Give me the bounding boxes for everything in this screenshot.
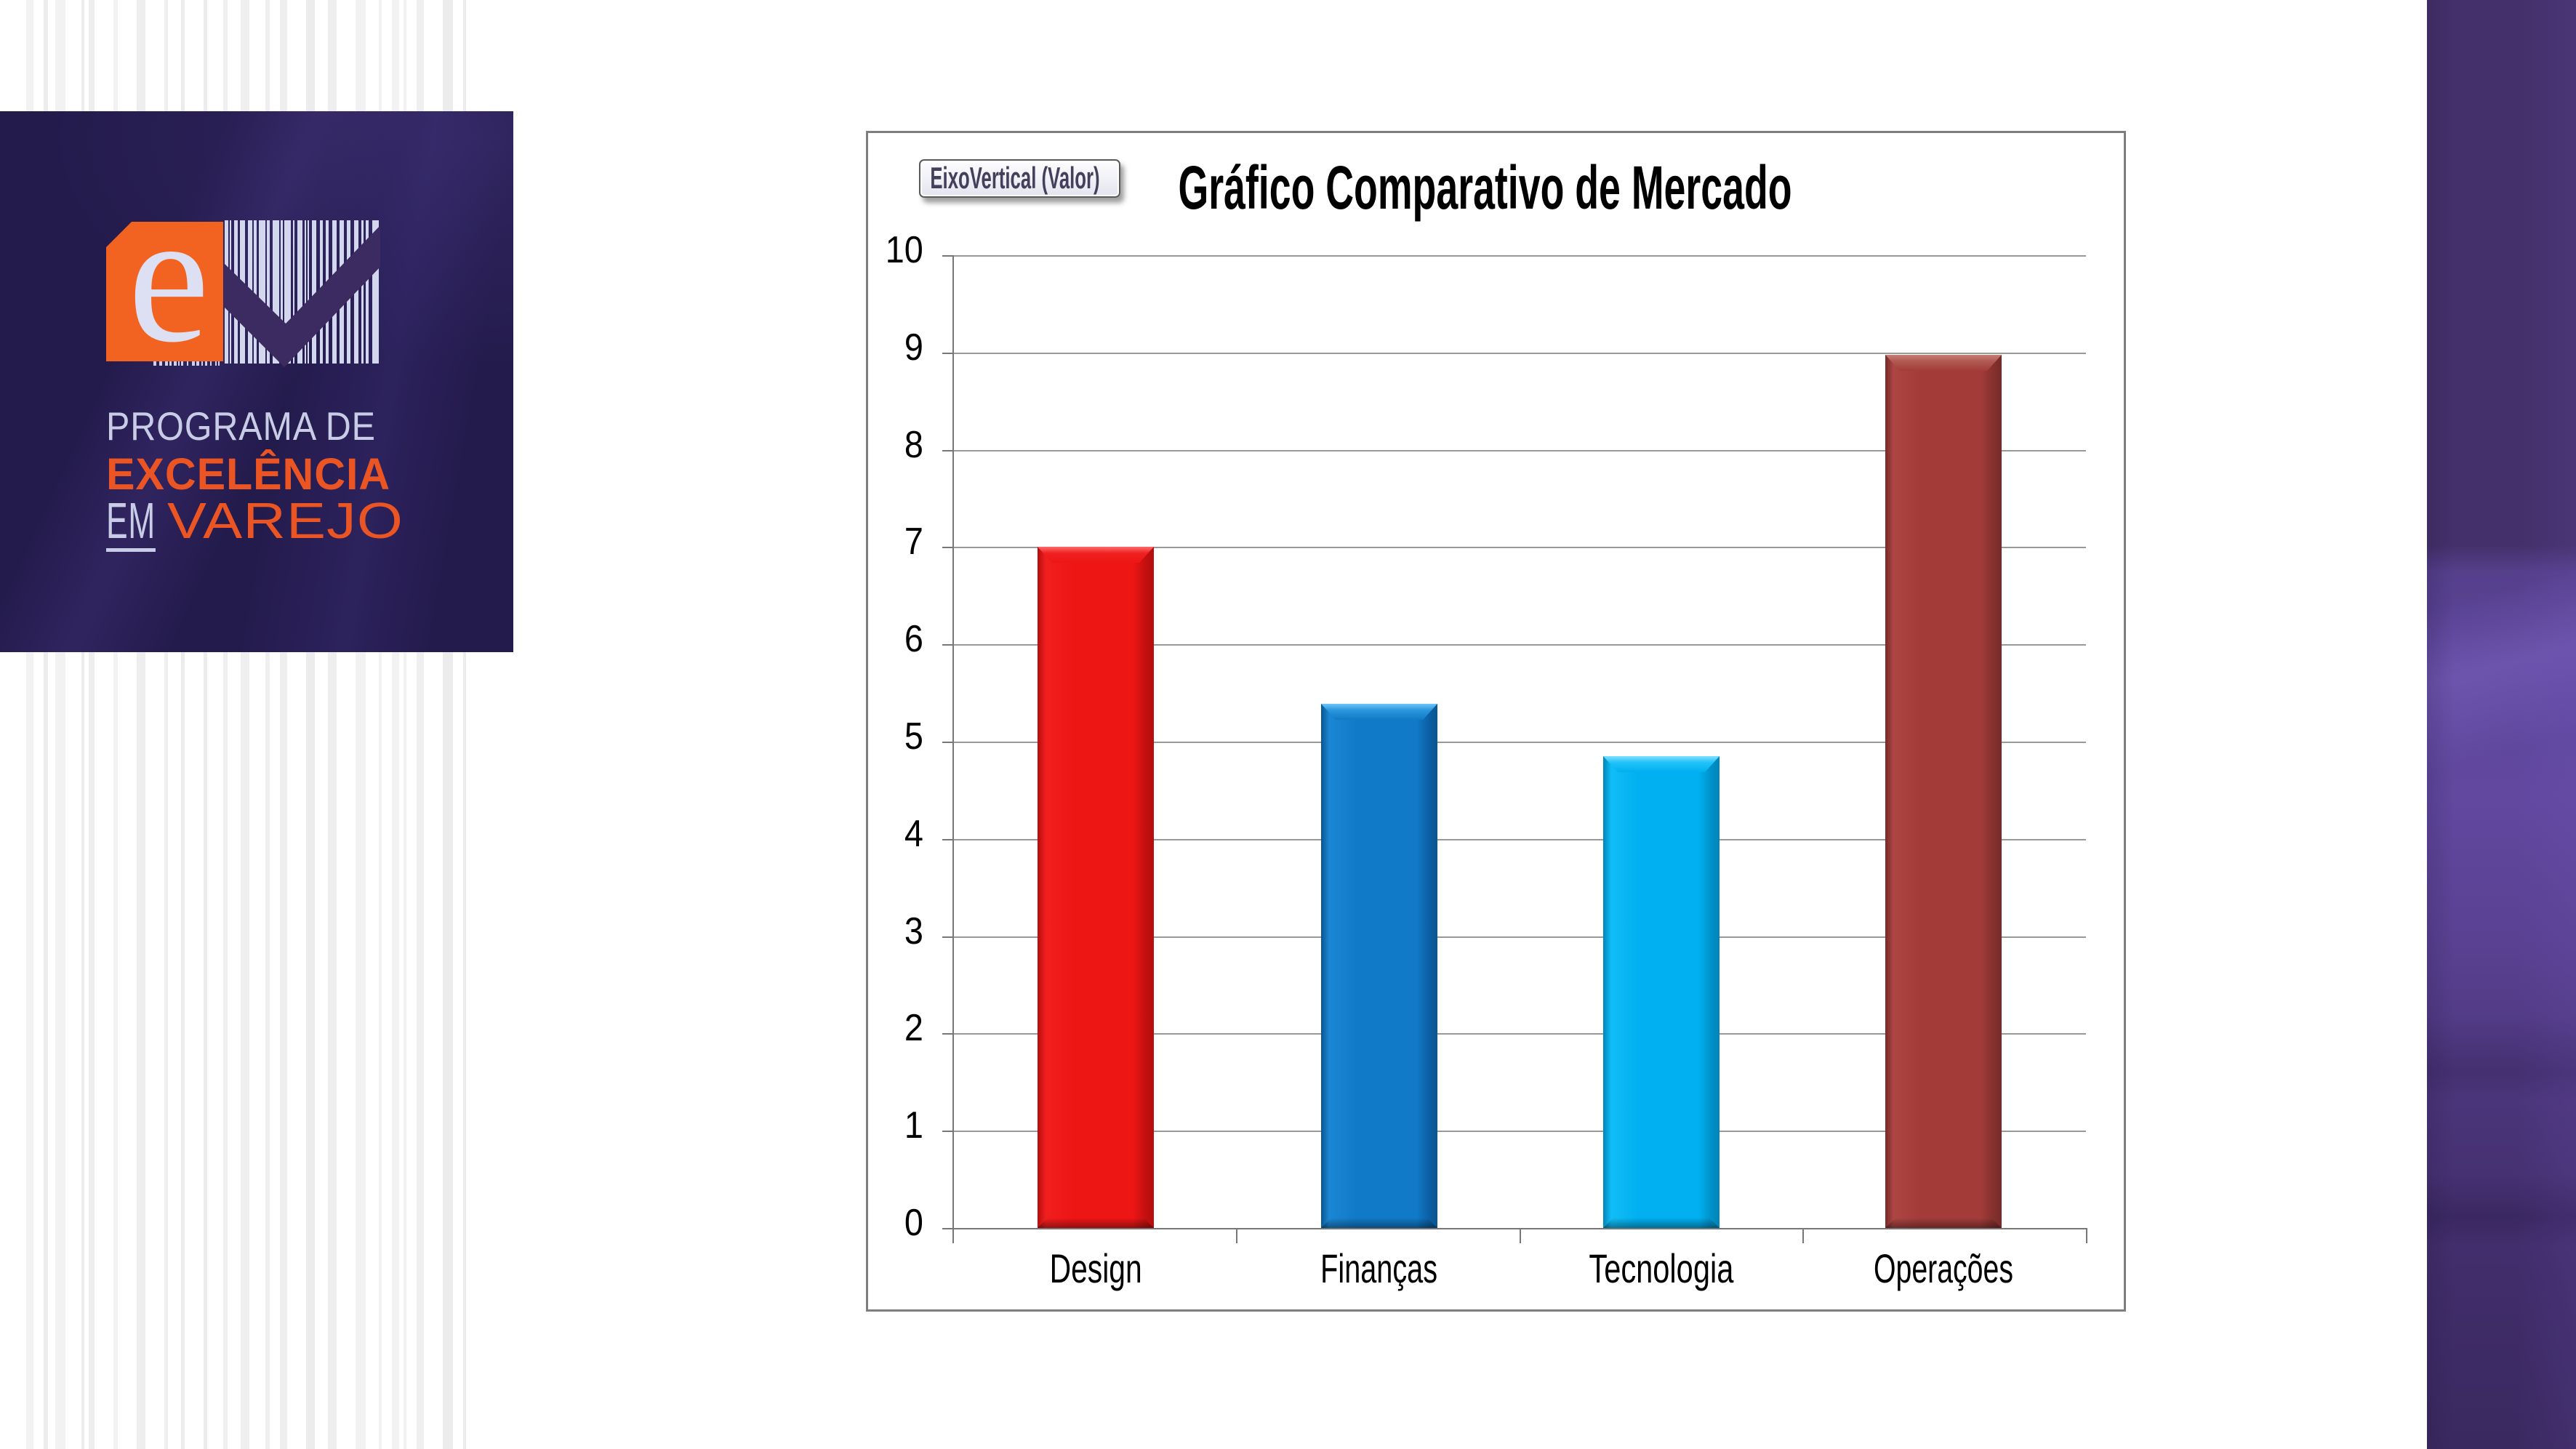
svg-text:e: e <box>128 173 209 382</box>
